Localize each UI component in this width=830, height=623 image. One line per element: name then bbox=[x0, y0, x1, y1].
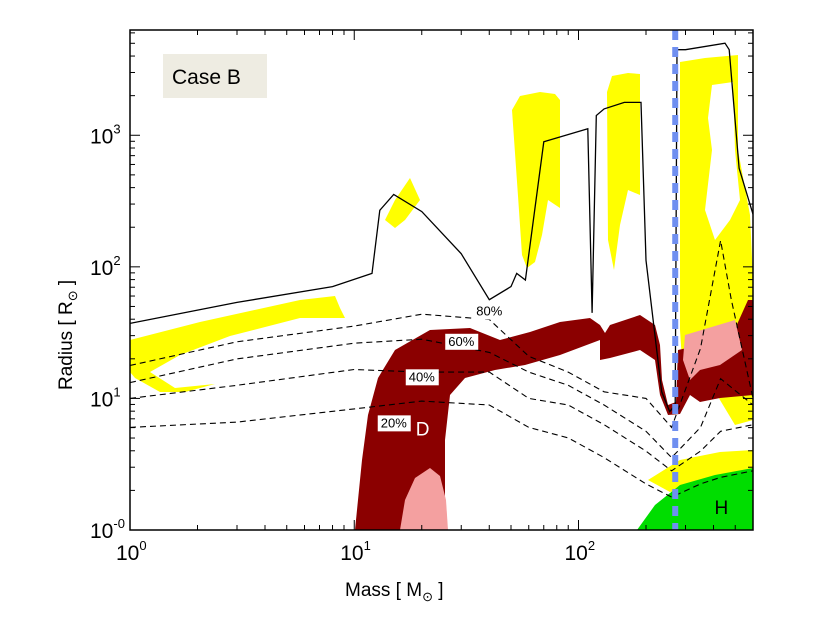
tick-base: 10 bbox=[90, 388, 113, 411]
pink-high-mass-region bbox=[683, 320, 742, 380]
tick-base: 10 bbox=[90, 257, 113, 280]
mass-contours bbox=[130, 240, 753, 498]
tick-exponent: 2 bbox=[588, 538, 595, 553]
tick-exponent: 1 bbox=[113, 384, 120, 399]
contour-80pct bbox=[130, 240, 753, 429]
dark-red-band bbox=[355, 300, 753, 530]
case-label-box bbox=[163, 54, 267, 98]
y-tick-label: 103 bbox=[90, 121, 121, 148]
x-tick-labels: 100 101 102 bbox=[116, 538, 595, 565]
region-labels: DH bbox=[416, 419, 729, 519]
tick-base: 10 bbox=[116, 542, 139, 565]
contour-label-bg bbox=[377, 415, 411, 432]
pink-core-region bbox=[400, 468, 448, 530]
y-axis-label-symbol: ⊙ bbox=[65, 290, 80, 301]
tick-base: 10 bbox=[564, 542, 587, 565]
tick-exponent: 2 bbox=[113, 253, 120, 268]
tick-base: 10 bbox=[90, 520, 113, 543]
yellow-envelope-low-mass bbox=[130, 296, 345, 392]
stellar-radius-line bbox=[130, 42, 753, 413]
x-axis-label-close: ] bbox=[433, 580, 444, 601]
x-axis-label: Mass [ M⊙ ] bbox=[345, 580, 444, 604]
contour-60pct bbox=[130, 338, 753, 459]
yellow-envelope-peak1 bbox=[512, 92, 560, 268]
contour-label: 40% bbox=[409, 369, 435, 384]
tick-exponent: 1 bbox=[364, 538, 371, 553]
tick-base: 10 bbox=[340, 542, 363, 565]
contour-label-bg bbox=[445, 333, 479, 350]
plot-area bbox=[130, 30, 753, 530]
x-axis-label-text: Mass [ M bbox=[345, 580, 422, 601]
contour-labels: 80%60% 40% 20% bbox=[377, 303, 507, 432]
x-axis-label-symbol: ⊙ bbox=[422, 589, 433, 604]
yellow-envelope-mid bbox=[385, 178, 420, 228]
white-gap-high-mass bbox=[705, 82, 740, 240]
case-label: Case B bbox=[172, 66, 241, 89]
y-tick-label: 102 bbox=[90, 253, 121, 280]
y-tick-label: 10-0 bbox=[90, 516, 125, 543]
x-tick-label: 101 bbox=[340, 538, 371, 565]
tick-exponent: 3 bbox=[113, 121, 120, 136]
y-axis-label-close: ] bbox=[56, 280, 77, 291]
tick-base: 10 bbox=[90, 125, 113, 148]
contour-label-bg bbox=[405, 369, 439, 386]
tick-exponent: 0 bbox=[139, 538, 146, 553]
y-axis-label: Radius [ R⊙ ] bbox=[56, 280, 80, 390]
contour-label: 20% bbox=[381, 415, 407, 430]
region-label-d: D bbox=[416, 419, 430, 440]
axis-ticks bbox=[129, 30, 754, 531]
contour-label-bg bbox=[473, 303, 507, 320]
x-tick-label: 100 bbox=[116, 538, 147, 565]
tick-exponent: -0 bbox=[113, 516, 125, 531]
yellow-envelope-peak2 bbox=[607, 73, 640, 270]
contour-label: 80% bbox=[476, 304, 502, 319]
x-tick-label: 102 bbox=[564, 538, 595, 565]
y-axis-label-text: Radius [ R bbox=[56, 301, 77, 390]
contour-20pct bbox=[130, 400, 753, 498]
contour-label: 60% bbox=[448, 334, 474, 349]
y-tick-label: 101 bbox=[90, 384, 121, 411]
region-label-h: H bbox=[715, 498, 729, 519]
green-core-region bbox=[637, 468, 753, 530]
